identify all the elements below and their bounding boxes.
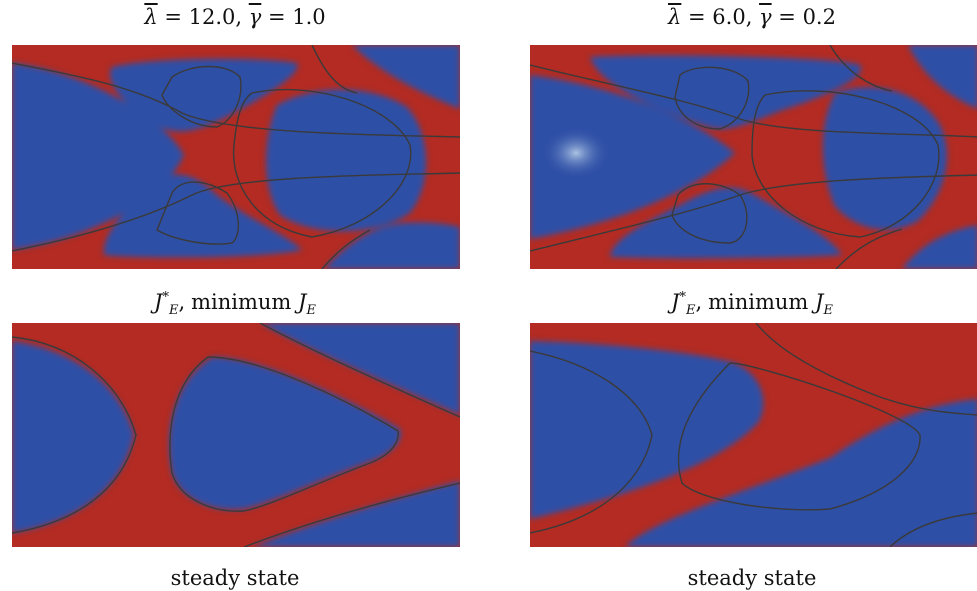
caption-minimum-word-left: minimum [191,290,292,314]
caption-steady-state-right: steady state [687,566,817,590]
gamma-value-left: 1.0 [292,5,326,29]
caption-minimum-word-right: minimum [708,290,809,314]
caption-minimum-left: J*E, minimum JE [154,290,316,319]
lambda-value-right: 6.0 [712,5,746,29]
parameter-heading-left: λ = 12.0, γ = 1.0 [144,5,326,29]
gamma-value-right: 0.2 [802,5,836,29]
parameter-heading-right: λ = 6.0, γ = 0.2 [668,5,836,29]
lambda-value-left: 12.0 [188,5,236,29]
caption-steady-state-left: steady state [170,566,300,590]
phase-field-panel-top-left [12,45,460,269]
phase-field-panel-top-right [530,45,977,269]
caption-minimum-right: J*E, minimum JE [671,290,833,319]
phase-field-panel-bottom-left [12,323,460,547]
phase-field-panel-bottom-right [530,323,977,547]
